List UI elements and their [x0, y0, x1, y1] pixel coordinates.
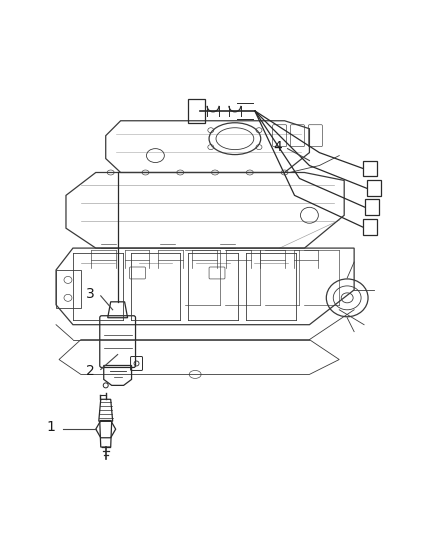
Text: 3: 3	[86, 287, 95, 301]
Text: 2: 2	[86, 365, 95, 378]
Text: 4: 4	[273, 140, 282, 154]
Text: 1: 1	[46, 420, 55, 434]
